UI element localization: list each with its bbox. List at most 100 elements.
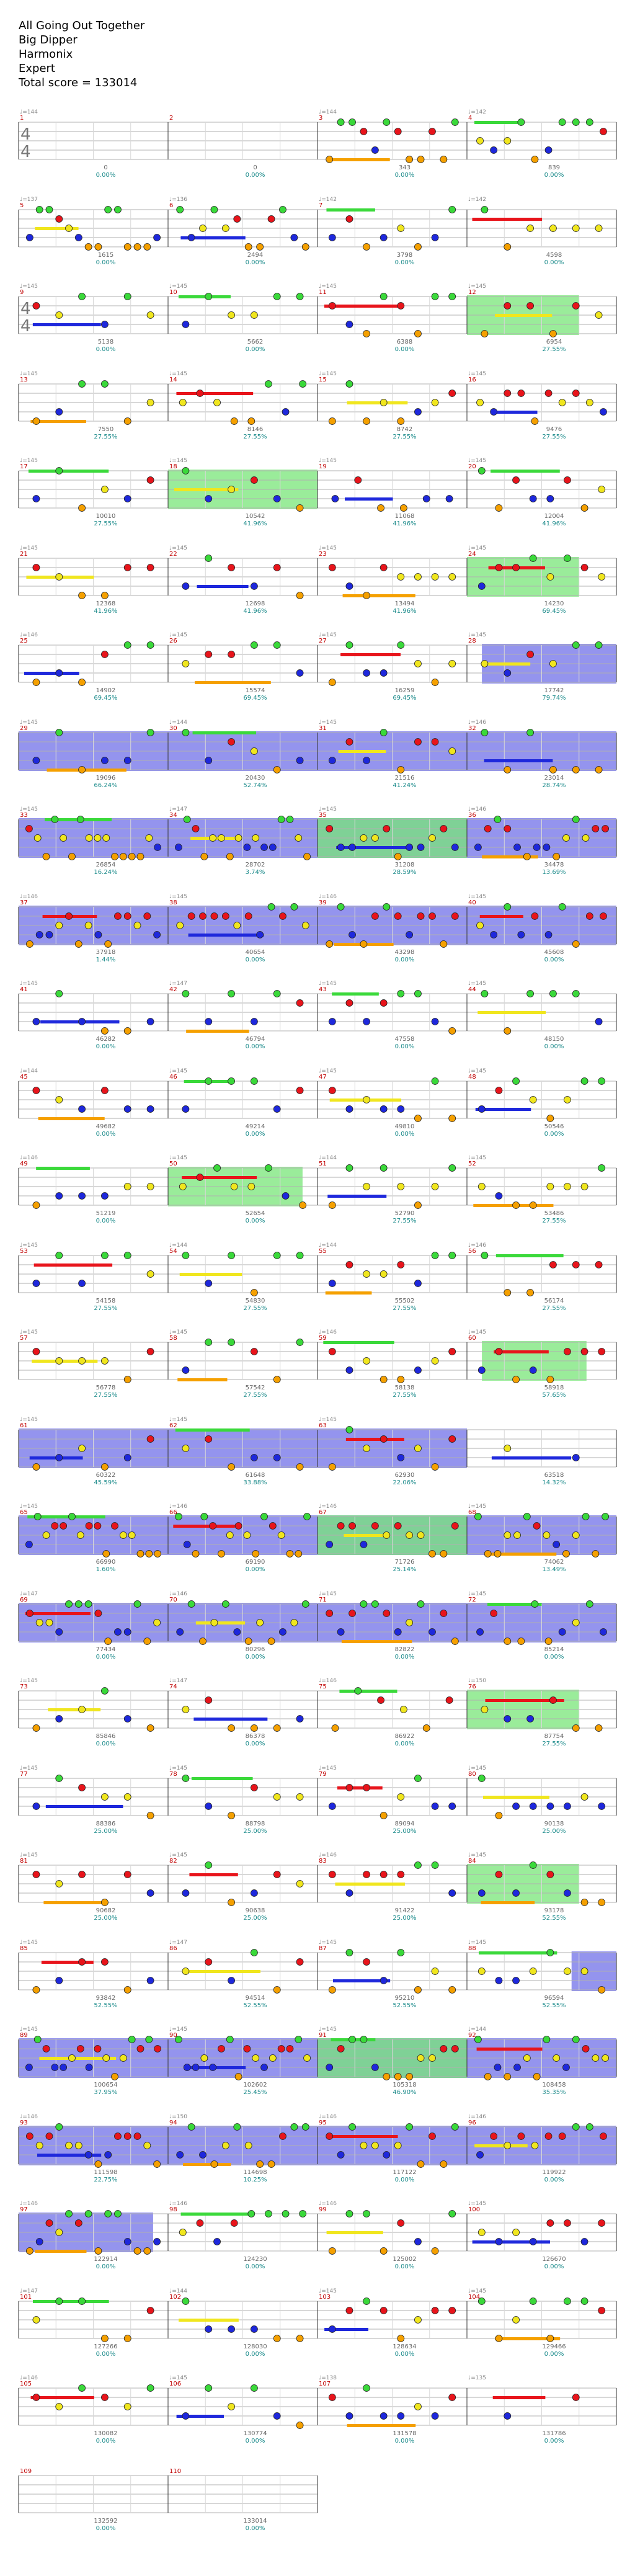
cumulative-score: 2494 (247, 252, 263, 259)
tempo-marking: ♩=145 (468, 458, 486, 464)
note-gem (448, 1251, 456, 1259)
measure-number: 23 (319, 551, 327, 558)
note-gem (580, 1793, 588, 1801)
note-gem (182, 990, 190, 997)
note-gem (477, 582, 486, 590)
sustain-bar (476, 2048, 543, 2051)
time-signature-bottom: 4 (20, 143, 31, 161)
note-gem (136, 2045, 144, 2052)
note-gem (397, 417, 405, 425)
note-gem (260, 844, 268, 851)
overdrive-percent: 0.00% (246, 2263, 265, 2270)
note-gem (337, 1628, 345, 1636)
sustain-bar (338, 749, 386, 753)
cumulative-score: 122914 (94, 2256, 117, 2263)
note-gem (585, 1600, 593, 1608)
tempo-marking: ♩=144 (319, 1242, 337, 1249)
note-gem (580, 1077, 588, 1085)
note-gem (119, 1531, 127, 1539)
note-gem (414, 1444, 422, 1452)
staff-row: 101 ♩=147 127266 0.00% 102 ♩=144 128030 0.00% 10… (0, 2288, 635, 2381)
note-gem (345, 1948, 353, 1956)
note-gem (602, 825, 610, 832)
note-gem (490, 408, 498, 416)
cumulative-score: 48150 (544, 1036, 564, 1043)
note-gem (282, 2210, 290, 2217)
note-gem (104, 940, 112, 948)
cumulative-score: 86378 (246, 1733, 265, 1740)
note-gem (595, 311, 603, 319)
note-gem (598, 1802, 606, 1810)
cumulative-score: 131786 (542, 2430, 566, 2437)
measure-number: 73 (20, 1683, 28, 1690)
measure-number: 46 (169, 1074, 177, 1081)
measure-number: 26 (169, 638, 177, 644)
note-gem (363, 591, 370, 599)
staff-row: 61 ♩=145 60322 45.59% 62 ♩=145 61648 33.88% 63 ♩=… (0, 1416, 635, 1509)
note-gem (328, 1348, 336, 1355)
note-gem (290, 233, 298, 241)
overdrive-percent: 0.00% (395, 172, 415, 179)
tempo-marking: ♩=145 (468, 632, 486, 638)
note-gem (406, 844, 414, 851)
note-gem (328, 233, 336, 241)
note-gem (397, 1260, 405, 1268)
cumulative-score: 12698 (246, 600, 265, 607)
note-gem (267, 215, 275, 223)
note-gem (337, 844, 345, 851)
note-gem (431, 1018, 439, 1025)
note-gem (133, 921, 141, 929)
note-gem (123, 2334, 131, 2342)
note-gem (84, 243, 92, 251)
tempo-marking: ♩=145 (319, 2288, 337, 2294)
overdrive-percent: 27.55% (393, 1218, 416, 1224)
note-gem (397, 302, 405, 310)
note-gem (101, 651, 109, 658)
note-gem (495, 2238, 503, 2245)
note-gem (104, 2210, 112, 2217)
tempo-marking: ♩=145 (20, 1765, 38, 1772)
note-gem (146, 2306, 154, 2314)
note-gem (35, 2141, 43, 2149)
note-gem (477, 467, 486, 475)
overdrive-percent: 0.00% (544, 2263, 564, 2270)
note-gem (377, 1696, 384, 1704)
note-gem (383, 825, 391, 832)
note-gem (230, 1183, 238, 1190)
note-gem (363, 756, 370, 764)
note-gem (243, 844, 251, 851)
note-gem (440, 825, 448, 832)
note-gem (504, 902, 512, 911)
note-gem (383, 1609, 391, 1617)
note-gem (104, 1637, 112, 1645)
note-gem (221, 224, 229, 232)
note-gem (123, 1376, 131, 1383)
note-gem (101, 1463, 109, 1471)
note-gem (295, 1550, 303, 1558)
staff-svg: 105♩=1461300820.00%106♩=1451307740.00%10… (18, 2375, 617, 2445)
cumulative-score: 63518 (544, 1472, 564, 1479)
note-gem (431, 2412, 439, 2420)
note-gem (414, 573, 422, 581)
note-gem (431, 573, 439, 581)
tempo-marking: ♩=145 (169, 1852, 187, 1858)
staff-row: 81 ♩=145 90682 25.00% 82 ♩=145 90638 25.00% 83 ♩=… (0, 1852, 635, 1945)
note-gem (326, 2064, 334, 2071)
note-gem (25, 2132, 33, 2140)
note-gem (25, 940, 33, 948)
note-gem (60, 2064, 68, 2071)
note-gem (397, 1871, 405, 1878)
note-gem (123, 2132, 131, 2140)
cumulative-score: 108458 (542, 2082, 566, 2088)
note-gem (494, 2064, 502, 2071)
note-gem (123, 563, 131, 571)
sustain-bar (483, 1795, 549, 1799)
note-gem (429, 1628, 436, 1636)
cumulative-score: 7550 (98, 426, 113, 433)
note-gem (558, 398, 566, 406)
note-gem (218, 2045, 225, 2052)
note-gem (349, 930, 356, 938)
note-gem (244, 243, 252, 251)
tempo-marking: ♩=145 (468, 545, 486, 551)
note-gem (84, 1600, 92, 1608)
